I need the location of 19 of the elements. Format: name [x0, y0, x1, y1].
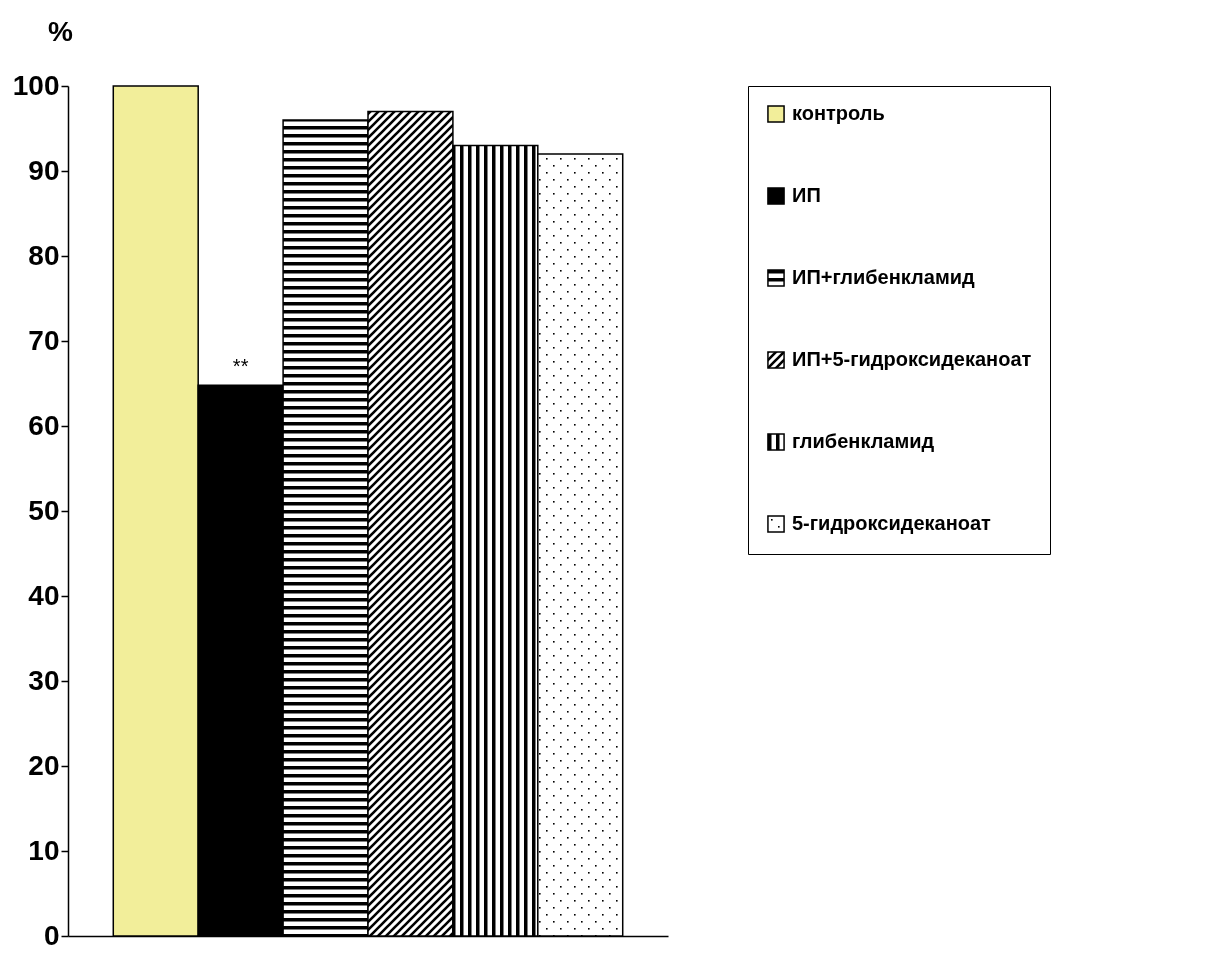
- legend-label: контроль: [792, 102, 885, 124]
- legend-label: ИП+глибенкламид: [792, 266, 975, 288]
- y-tick-label: 80: [28, 239, 60, 271]
- legend-label: ИП: [792, 184, 821, 206]
- y-tick-label: 100: [12, 69, 60, 101]
- annotation: **: [232, 355, 249, 378]
- y-tick-label: 30: [28, 664, 60, 696]
- y-tick-label: 90: [28, 154, 60, 186]
- legend-label: 5-гидроксидеканоат: [792, 512, 992, 534]
- y-axis-title: %: [48, 15, 74, 47]
- y-tick-label: 10: [28, 834, 60, 866]
- y-tick-label: 40: [28, 579, 60, 611]
- y-tick-label: 50: [28, 494, 60, 526]
- y-tick-label: 20: [28, 749, 60, 781]
- legend-label: глибенкламид: [792, 430, 935, 452]
- legend-label: ИП+5-гидроксидеканоат: [792, 348, 1032, 370]
- y-tick-label: 60: [28, 409, 60, 441]
- y-tick-label: 70: [28, 324, 60, 356]
- y-tick-label: 0: [43, 919, 60, 951]
